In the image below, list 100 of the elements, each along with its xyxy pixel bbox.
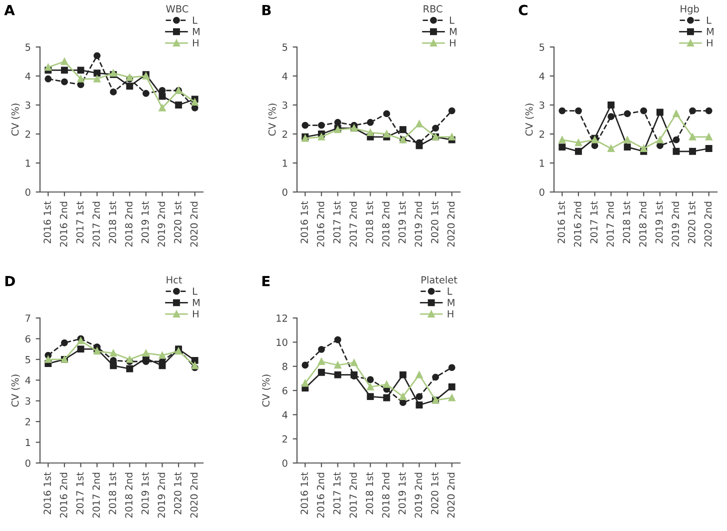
y-tick-label: 3 (26, 101, 30, 109)
chart-title: B (262, 4, 271, 16)
x-tick-label: 2018 1st (366, 201, 374, 244)
x-tick-label: 2016 1st (300, 472, 308, 514)
x-tick-label: 2019 2nd (414, 202, 422, 247)
x-tick-label: 2020 2nd (447, 202, 455, 247)
x-tick-label: 2018 1st (108, 201, 116, 244)
x-tick-label: 2017 2nd (606, 202, 614, 247)
x-tick-label: 2017 1st (76, 472, 84, 514)
y-axis-title: CV (%) (262, 374, 271, 407)
x-tick-label: 2016 1st (44, 201, 51, 244)
y-tick-label: 3 (540, 101, 544, 109)
y-tick-label: 0 (539, 188, 544, 196)
x-tick-label: 2016 2nd (316, 472, 324, 518)
x-tick-label: 2017 2nd (92, 202, 100, 247)
x-tick-label: 2020 1st (174, 472, 182, 514)
y-axis-title: CV (%) (268, 104, 277, 136)
y-tick-label: 0 (25, 459, 30, 467)
x-tick-label: 2019 1st (141, 201, 149, 244)
legend-label: H (192, 310, 198, 318)
y-tick-label: 5 (26, 356, 30, 364)
x-tick-label: 2020 2nd (190, 202, 198, 247)
legend-label: H (450, 39, 456, 46)
x-tick-label: 2019 1st (398, 472, 406, 514)
y-axis-title: CV (%) (525, 104, 534, 136)
y-tick-label: 4 (539, 72, 544, 80)
legend-label: M (192, 298, 200, 306)
x-tick-label: 2018 1st (108, 472, 116, 514)
y-tick-label: 2 (282, 435, 287, 443)
legend-title: Hct (166, 276, 182, 284)
x-tick-label: 2018 1st (622, 201, 630, 244)
y-tick-label: 2 (26, 418, 30, 426)
y-tick-label: 5 (540, 44, 544, 51)
x-tick-label: 2019 2nd (158, 472, 166, 518)
x-tick-label: 2018 2nd (382, 202, 390, 247)
x-tick-label: 2020 2nd (190, 472, 198, 518)
y-axis-title: CV (%) (11, 104, 20, 136)
y-tick-label: 6 (282, 386, 288, 394)
legend-label: H (706, 39, 712, 46)
x-tick-label: 2020 1st (431, 201, 438, 244)
chart-title: E (262, 276, 270, 286)
legend-label: L (706, 16, 712, 24)
x-tick-label: 2020 2nd (704, 202, 712, 247)
x-tick-label: 2018 2nd (638, 202, 646, 247)
x-tick-label: 2017 1st (590, 201, 598, 244)
legend-label: M (706, 28, 714, 36)
y-tick-label: 4 (282, 72, 288, 80)
x-tick-label: 2019 1st (398, 201, 406, 244)
legend-title: WBC (166, 5, 188, 13)
chart-title: C (518, 4, 528, 16)
y-tick-label: 3 (26, 397, 30, 405)
x-tick-label: 2017 1st (333, 472, 341, 514)
y-tick-label: 2 (282, 130, 287, 138)
legend-label: L (450, 16, 454, 24)
y-tick-label: 1 (26, 160, 30, 167)
y-tick-label: 5 (282, 44, 288, 51)
x-tick-label: 2017 1st (333, 201, 341, 244)
x-tick-label: 2019 1st (141, 472, 149, 514)
x-tick-label: 2019 1st (655, 201, 663, 244)
y-tick-label: 5 (26, 44, 30, 51)
y-tick-label: 4 (25, 72, 30, 80)
y-tick-label: 4 (25, 376, 30, 384)
legend-title: Platelet (422, 276, 458, 284)
y-tick-label: 0 (282, 188, 288, 196)
legend-label: M (450, 28, 456, 36)
y-tick-label: 12 (276, 314, 287, 322)
x-tick-label: 2020 2nd (447, 472, 455, 518)
legend-label: L (192, 16, 198, 24)
y-tick-label: 2 (26, 130, 30, 138)
y-tick-label: 10 (276, 338, 288, 346)
y-tick-label: 6 (25, 335, 30, 343)
x-tick-label: 2017 1st (76, 201, 84, 244)
x-tick-label: 2016 1st (558, 201, 565, 244)
x-tick-label: 2018 1st (366, 472, 374, 514)
x-tick-label: 2020 1st (431, 472, 438, 514)
x-tick-label: 2018 2nd (124, 472, 132, 518)
legend-title: Hgb (680, 4, 699, 14)
legend-title: RBC (424, 5, 442, 13)
x-tick-label: 2018 2nd (382, 472, 390, 518)
x-tick-label: 2016 1st (44, 472, 51, 514)
x-tick-label: 2018 2nd (124, 202, 132, 247)
legend-label: M (448, 298, 454, 306)
legend-label: L (192, 288, 198, 295)
x-tick-label: 2016 2nd (316, 202, 324, 247)
x-tick-label: 2020 1st (688, 201, 696, 244)
y-tick-label: 1 (540, 160, 544, 167)
y-axis-title: CV (%) (11, 374, 20, 407)
x-tick-label: 2020 1st (174, 201, 182, 244)
y-tick-label: 3 (282, 101, 288, 109)
y-tick-label: 4 (282, 411, 288, 418)
x-tick-label: 2016 1st (300, 201, 308, 244)
x-tick-label: 2016 2nd (574, 202, 582, 247)
x-tick-label: 2016 2nd (60, 202, 68, 247)
x-tick-label: 2017 2nd (349, 202, 357, 247)
y-tick-label: 0 (25, 188, 30, 196)
y-tick-label: 7 (26, 314, 30, 322)
x-tick-label: 2016 2nd (60, 472, 68, 518)
x-tick-label: 2019 2nd (672, 202, 680, 247)
x-tick-label: 2017 2nd (92, 472, 100, 518)
legend-label: H (192, 39, 198, 46)
